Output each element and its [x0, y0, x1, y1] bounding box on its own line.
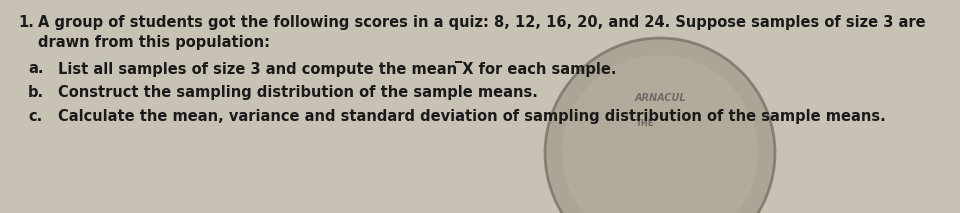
- Text: c.: c.: [28, 109, 42, 124]
- Circle shape: [563, 55, 757, 213]
- Text: ARNACUL: ARNACUL: [635, 93, 685, 103]
- Text: Calculate the mean, variance and standard deviation of sampling distribution of : Calculate the mean, variance and standar…: [58, 109, 886, 124]
- Text: a.: a.: [28, 61, 43, 76]
- Text: 1.: 1.: [18, 15, 34, 30]
- Text: drawn from this population:: drawn from this population:: [38, 35, 270, 50]
- Text: A group of students got the following scores in a quiz: 8, 12, 16, 20, and 24. S: A group of students got the following sc…: [38, 15, 925, 30]
- Text: b.: b.: [28, 85, 44, 100]
- Text: List all samples of size 3 and compute the mean ̅X for each sample.: List all samples of size 3 and compute t…: [58, 61, 616, 77]
- Text: THE: THE: [636, 118, 654, 128]
- Circle shape: [545, 38, 775, 213]
- Text: Construct the sampling distribution of the sample means.: Construct the sampling distribution of t…: [58, 85, 538, 100]
